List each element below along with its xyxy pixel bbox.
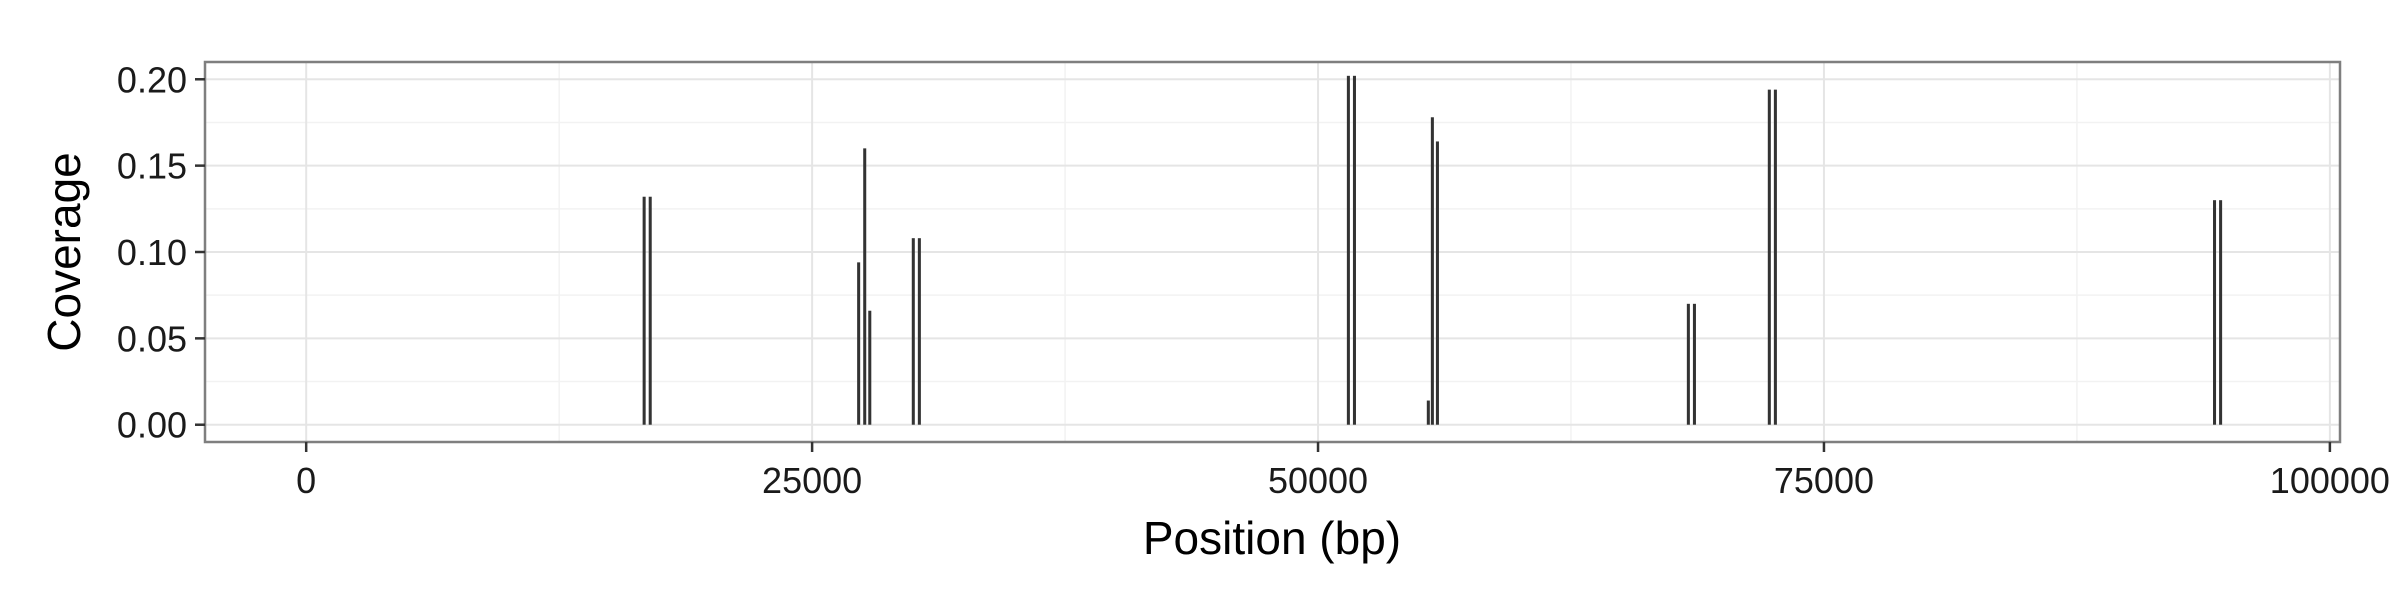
coverage-bar — [2219, 200, 2223, 425]
coverage-bar — [911, 238, 915, 425]
x-tick-label: 75000 — [1774, 460, 1874, 501]
x-axis-title: Position (bp) — [1143, 512, 1401, 564]
coverage-bar — [863, 148, 867, 425]
y-axis-title: Coverage — [38, 152, 90, 351]
coverage-bar — [648, 196, 652, 425]
x-axis: 0 25000 50000 75000 100000 — [296, 442, 2390, 501]
coverage-bar — [1352, 75, 1356, 425]
coverage-bar — [642, 196, 646, 425]
x-tick-label: 0 — [296, 460, 316, 501]
coverage-bar — [1426, 400, 1430, 425]
grid — [205, 62, 2340, 442]
coverage-bar — [1435, 141, 1439, 425]
coverage-bar — [1346, 75, 1350, 425]
coverage-bar — [1767, 89, 1771, 425]
coverage-bar — [1686, 303, 1690, 425]
y-axis: 0.00 0.05 0.10 0.15 0.20 — [117, 59, 205, 446]
y-tick-label: 0.15 — [117, 146, 187, 187]
coverage-bar — [1773, 89, 1777, 425]
coverage-bar — [2213, 200, 2217, 425]
bars — [642, 75, 2223, 425]
y-tick-label: 0.00 — [117, 405, 187, 446]
coverage-bar — [1692, 303, 1696, 425]
y-tick-label: 0.05 — [117, 318, 187, 359]
coverage-bar — [857, 262, 861, 425]
x-tick-label: 50000 — [1268, 460, 1368, 501]
x-tick-label: 100000 — [2270, 460, 2390, 501]
coverage-bar — [917, 238, 921, 425]
x-tick-label: 25000 — [762, 460, 862, 501]
y-tick-label: 0.20 — [117, 59, 187, 100]
coverage-bar — [1430, 117, 1434, 425]
y-tick-label: 0.10 — [117, 232, 187, 273]
coverage-bar — [868, 310, 872, 425]
